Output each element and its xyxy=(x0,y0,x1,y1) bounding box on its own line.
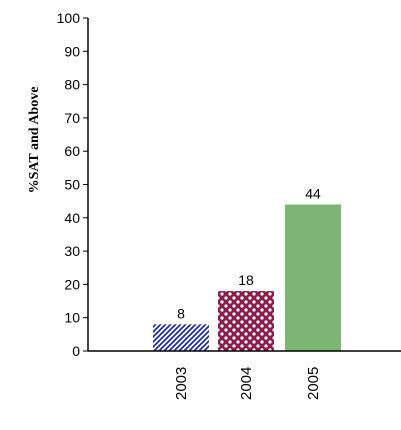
y-tick-label: 90 xyxy=(64,43,80,59)
x-axis-categories: 2003 2004 2005 xyxy=(173,367,322,400)
y-tick-label: 50 xyxy=(64,177,80,193)
data-label-2004: 18 xyxy=(238,272,254,288)
data-label-2005: 44 xyxy=(305,185,321,201)
x-category-label-2003: 2003 xyxy=(173,367,190,400)
y-tick-label: 60 xyxy=(64,143,80,159)
bars-group xyxy=(153,204,341,351)
bar-2004 xyxy=(218,291,274,351)
bar-2005 xyxy=(285,204,341,351)
x-category-label-2004: 2004 xyxy=(238,367,255,400)
bar-2003 xyxy=(153,324,209,351)
y-tick-label: 10 xyxy=(64,310,80,326)
y-tick-label: 70 xyxy=(64,110,80,126)
y-tick-label: 40 xyxy=(64,210,80,226)
y-tick-label: 100 xyxy=(57,10,81,26)
y-axis-label: %SAT and Above xyxy=(27,87,42,194)
data-label-2003: 8 xyxy=(177,305,185,321)
data-labels: 8 18 44 xyxy=(177,185,321,321)
y-tick-label: 20 xyxy=(64,276,80,292)
y-tick-label: 80 xyxy=(64,77,80,93)
y-axis: 0 10 20 30 40 50 60 70 80 90 100 xyxy=(57,10,88,359)
x-category-label-2005: 2005 xyxy=(305,367,322,400)
y-tick-label: 0 xyxy=(72,343,80,359)
y-tick-label: 30 xyxy=(64,243,80,259)
